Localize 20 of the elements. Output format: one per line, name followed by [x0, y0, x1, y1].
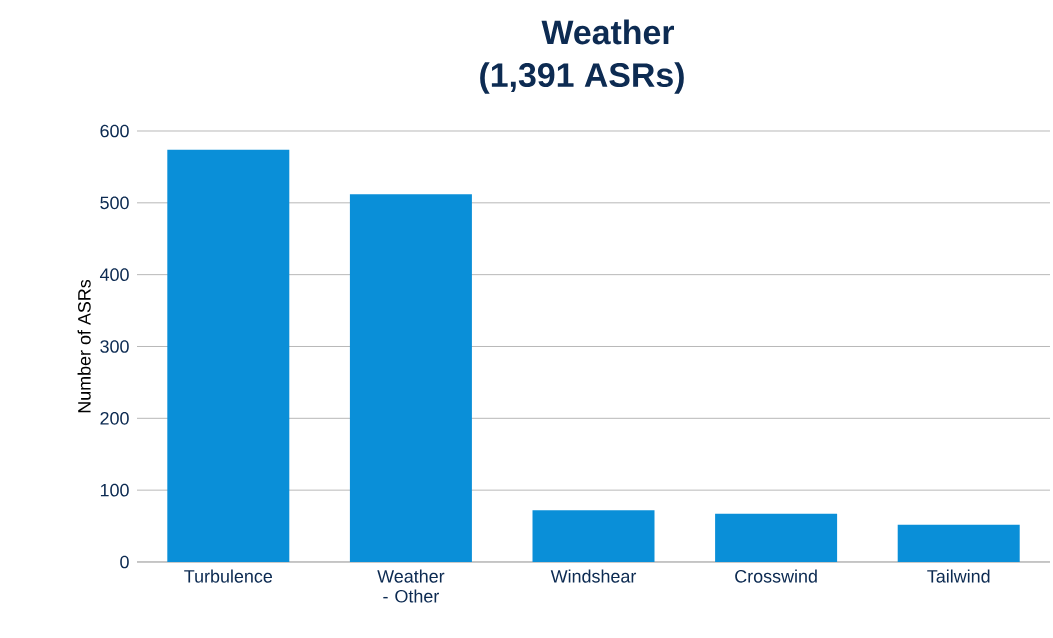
y-tick-label: 0 [120, 555, 129, 569]
bar [532, 510, 655, 562]
x-tick-label: Crosswind [735, 569, 817, 583]
y-tick-label: 400 [99, 268, 129, 281]
y-tick-label: 200 [100, 411, 129, 425]
bar [897, 524, 1020, 562]
bar [349, 194, 472, 562]
bar [167, 149, 290, 562]
x-tick-label: Windshear [550, 569, 637, 583]
y-axis-title: Number of ASRs [77, 279, 91, 413]
chart-subtitle: (1,391 ASRs) [480, 62, 684, 94]
y-tick-label: 600 [100, 124, 129, 138]
y-tick-label: 300 [100, 340, 129, 353]
x-tick-label: Tailwind [927, 569, 990, 583]
x-tick-label: Turbulence [184, 569, 273, 583]
y-tick-label: 100 [100, 483, 129, 497]
bar [715, 513, 838, 562]
chart-title: Weather [541, 19, 674, 45]
x-tick-label: Weather - Other [377, 569, 445, 603]
y-tick-label: 500 [100, 196, 129, 210]
